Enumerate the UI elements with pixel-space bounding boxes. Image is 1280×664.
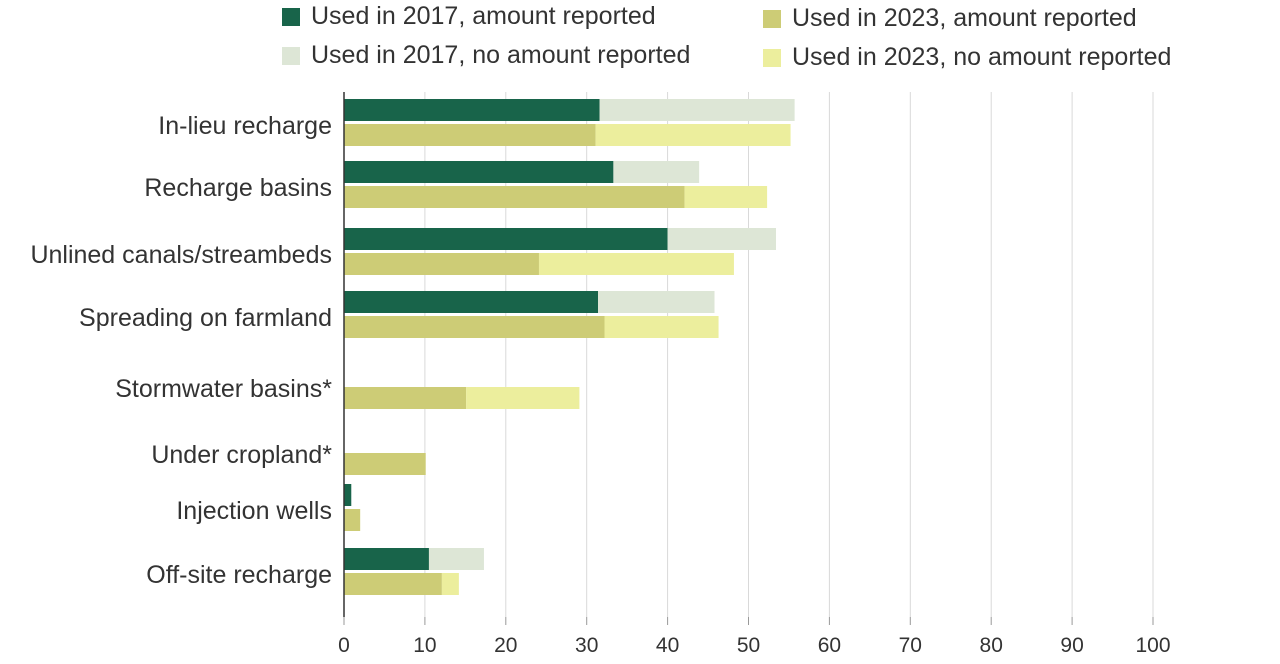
category-label: In-lieu recharge: [158, 112, 332, 140]
category-label: Injection wells: [176, 497, 332, 525]
legend-swatch-2023-no-amount: [763, 48, 781, 67]
bar-2023-amount: [344, 387, 467, 409]
bar-2023-no-amount: [595, 124, 791, 146]
x-tick-label: 60: [818, 634, 841, 657]
x-tick-label: 90: [1060, 634, 1083, 657]
bar-2023-amount: [344, 509, 361, 531]
legend-label-2017-no-amount: Used in 2017, no amount reported: [311, 41, 691, 69]
bar-2017-amount: [344, 228, 668, 250]
bar-2017-no-amount: [613, 161, 700, 183]
category-label: Off-site recharge: [146, 561, 332, 589]
x-tick-label: 50: [737, 634, 760, 657]
bar-2023-amount: [344, 453, 426, 475]
bar-2023-amount: [344, 253, 539, 275]
legend-item-2017-no-amount: Used in 2017, no amount reported: [282, 41, 690, 70]
x-tick-label: 70: [899, 634, 922, 657]
legend-swatch-2023-amount: [763, 9, 781, 28]
bar-2017-amount: [344, 161, 614, 183]
legend-item-2023-no-amount: Used in 2023, no amount reported: [763, 43, 1171, 72]
legend-label-2023-no-amount: Used in 2023, no amount reported: [792, 43, 1172, 71]
bar-2017-amount: [344, 548, 429, 570]
bar-2023-no-amount: [441, 573, 459, 595]
bar-2017-amount: [344, 99, 600, 121]
bar-2017-no-amount: [599, 99, 795, 121]
x-tick-label: 20: [494, 634, 517, 657]
bar-2017-amount: [344, 291, 599, 313]
legend-label-2023-amount: Used in 2023, amount reported: [792, 4, 1137, 32]
category-label: Spreading on farmland: [79, 304, 332, 332]
bar-2017-no-amount: [667, 228, 777, 250]
bar-2023-no-amount: [466, 387, 580, 409]
bar-2023-amount: [344, 316, 605, 338]
bar-2023-no-amount: [684, 186, 768, 208]
bar-2017-no-amount: [598, 291, 715, 313]
category-label: Recharge basins: [144, 174, 332, 202]
x-tick-label: 80: [980, 634, 1003, 657]
bar-2023-amount: [344, 573, 442, 595]
bar-2023-amount: [344, 124, 596, 146]
bar-2023-amount: [344, 186, 685, 208]
x-tick-label: 30: [575, 634, 598, 657]
bar-2017-amount: [344, 484, 352, 506]
bar-2023-no-amount: [538, 253, 734, 275]
legend-swatch-2017-no-amount: [282, 46, 300, 65]
legend-item-2023-amount: Used in 2023, amount reported: [763, 4, 1137, 33]
category-label: Stormwater basins*: [115, 375, 332, 403]
legend-item-2017-amount: Used in 2017, amount reported: [282, 2, 656, 31]
category-label: Under cropland*: [151, 441, 332, 469]
x-tick-label: 40: [656, 634, 679, 657]
bar-2023-no-amount: [604, 316, 719, 338]
chart-legend: Used in 2017, amount reported Used in 20…: [0, 0, 1280, 80]
bar-2017-no-amount: [428, 548, 484, 570]
legend-swatch-2017-amount: [282, 7, 300, 26]
legend-label-2017-amount: Used in 2017, amount reported: [311, 2, 656, 30]
x-tick-label: 0: [338, 634, 350, 657]
x-tick-label: 10: [413, 634, 436, 657]
category-label: Unlined canals/streambeds: [30, 241, 332, 269]
x-tick-label: 100: [1135, 634, 1170, 657]
